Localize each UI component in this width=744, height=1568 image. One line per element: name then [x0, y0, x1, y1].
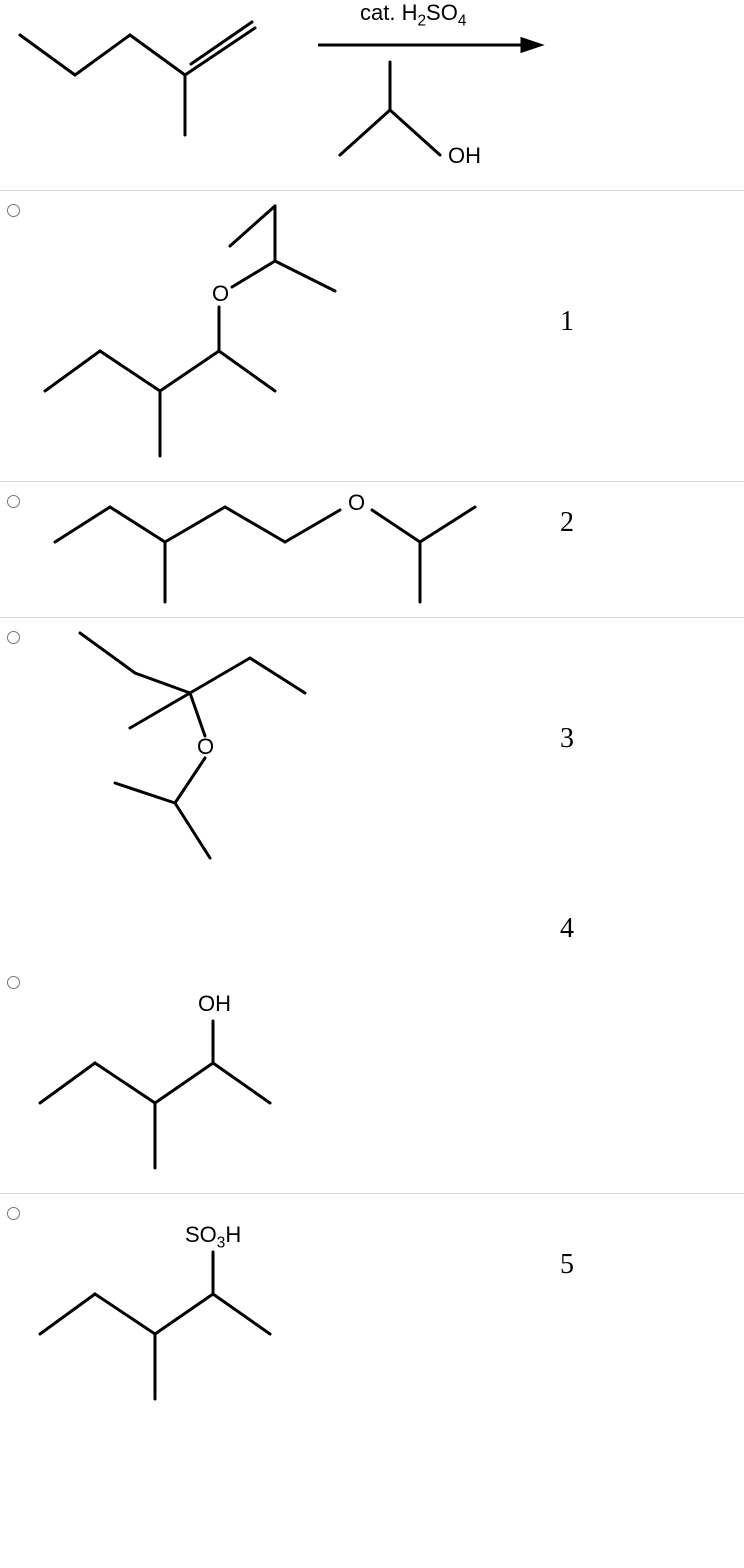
solvent-oh: OH	[448, 143, 481, 169]
option1-svg: O	[0, 191, 744, 481]
option-radio-3[interactable]	[7, 631, 20, 644]
oh-label-4: OH	[198, 991, 231, 1017]
cat-sub2: 4	[458, 12, 467, 29]
option-number-4: 4	[560, 913, 574, 945]
catalyst-label: cat. H2SO4	[360, 0, 466, 30]
cat-prefix: cat. H	[360, 0, 417, 25]
option-radio-1[interactable]	[7, 204, 20, 217]
option4-svg	[0, 933, 744, 1193]
option-number-5: 5	[560, 1249, 574, 1281]
option-radio-2[interactable]	[7, 495, 20, 508]
option-row-1: O 1	[0, 190, 744, 481]
option5-svg	[0, 1194, 744, 1434]
option-row-5: SO3H 5	[0, 1193, 744, 1434]
atom-o-1: O	[212, 281, 229, 306]
cat-mid: SO	[426, 0, 458, 25]
so3h-suffix: H	[225, 1222, 241, 1247]
option-number-1: 1	[560, 306, 574, 338]
reaction-header: cat. H2SO4 OH	[0, 0, 744, 190]
option2-svg: O	[0, 482, 744, 617]
option-number-2: 2	[560, 507, 574, 539]
option-row-2: O 2	[0, 481, 744, 617]
so3h-label-5: SO3H	[185, 1222, 241, 1252]
option3-svg: O	[0, 618, 744, 873]
so3h-prefix: SO	[185, 1222, 217, 1247]
atom-o-3: O	[197, 734, 214, 759]
option-row-3: O 3	[0, 617, 744, 873]
option-radio-5[interactable]	[7, 1207, 20, 1220]
option-number-3: 3	[560, 723, 574, 755]
option-radio-4[interactable]	[7, 976, 20, 989]
option-row-4: OH 4	[0, 933, 744, 1193]
cat-sub1: 2	[417, 12, 426, 29]
atom-o-2: O	[348, 490, 365, 515]
